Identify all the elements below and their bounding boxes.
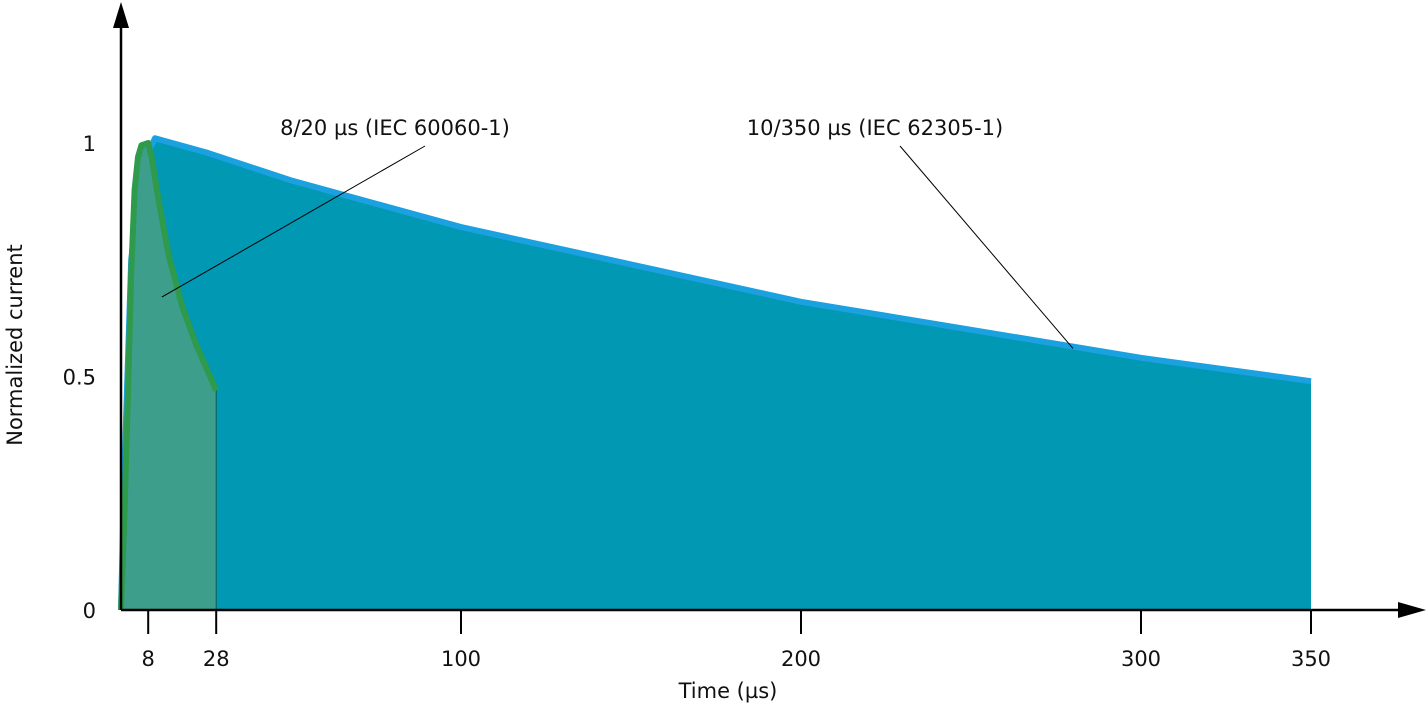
x-tick-label: 350: [1291, 647, 1331, 671]
x-tick-label: 100: [441, 647, 481, 671]
y-axis-label: Normalized current: [3, 244, 27, 446]
y-tick-label: 0: [83, 599, 96, 623]
x-tick-label: 28: [203, 647, 230, 671]
y-axis-arrow: [113, 2, 129, 28]
series-line-1: [118, 140, 219, 611]
series-layer: [118, 135, 1312, 611]
annotation-label: 10/350 µs (IEC 62305-1): [747, 116, 1003, 140]
y-tick-label: 0.5: [63, 366, 96, 390]
x-axis-label: Time (µs): [678, 679, 778, 703]
annotation-layer: 8/20 µs (IEC 60060-1) 10/350 µs (IEC 6230…: [161, 116, 1074, 349]
x-tick-label: 8: [142, 647, 155, 671]
series-area-1: [121, 143, 217, 610]
x-tick-label: 300: [1121, 647, 1161, 671]
y-tick-label: 1: [83, 132, 96, 156]
annotation-leader-line: [899, 145, 1074, 349]
annotation-leader-line: [161, 145, 426, 298]
x-tick-label: 200: [781, 647, 821, 671]
x-axis-arrow: [1398, 602, 1426, 618]
annotation-label: 8/20 µs (IEC 60060-1): [280, 116, 510, 140]
series-area-0: [121, 138, 1311, 610]
ticks-layer: 8 28 100 200 300 350 0 0.5 1: [63, 132, 1331, 671]
